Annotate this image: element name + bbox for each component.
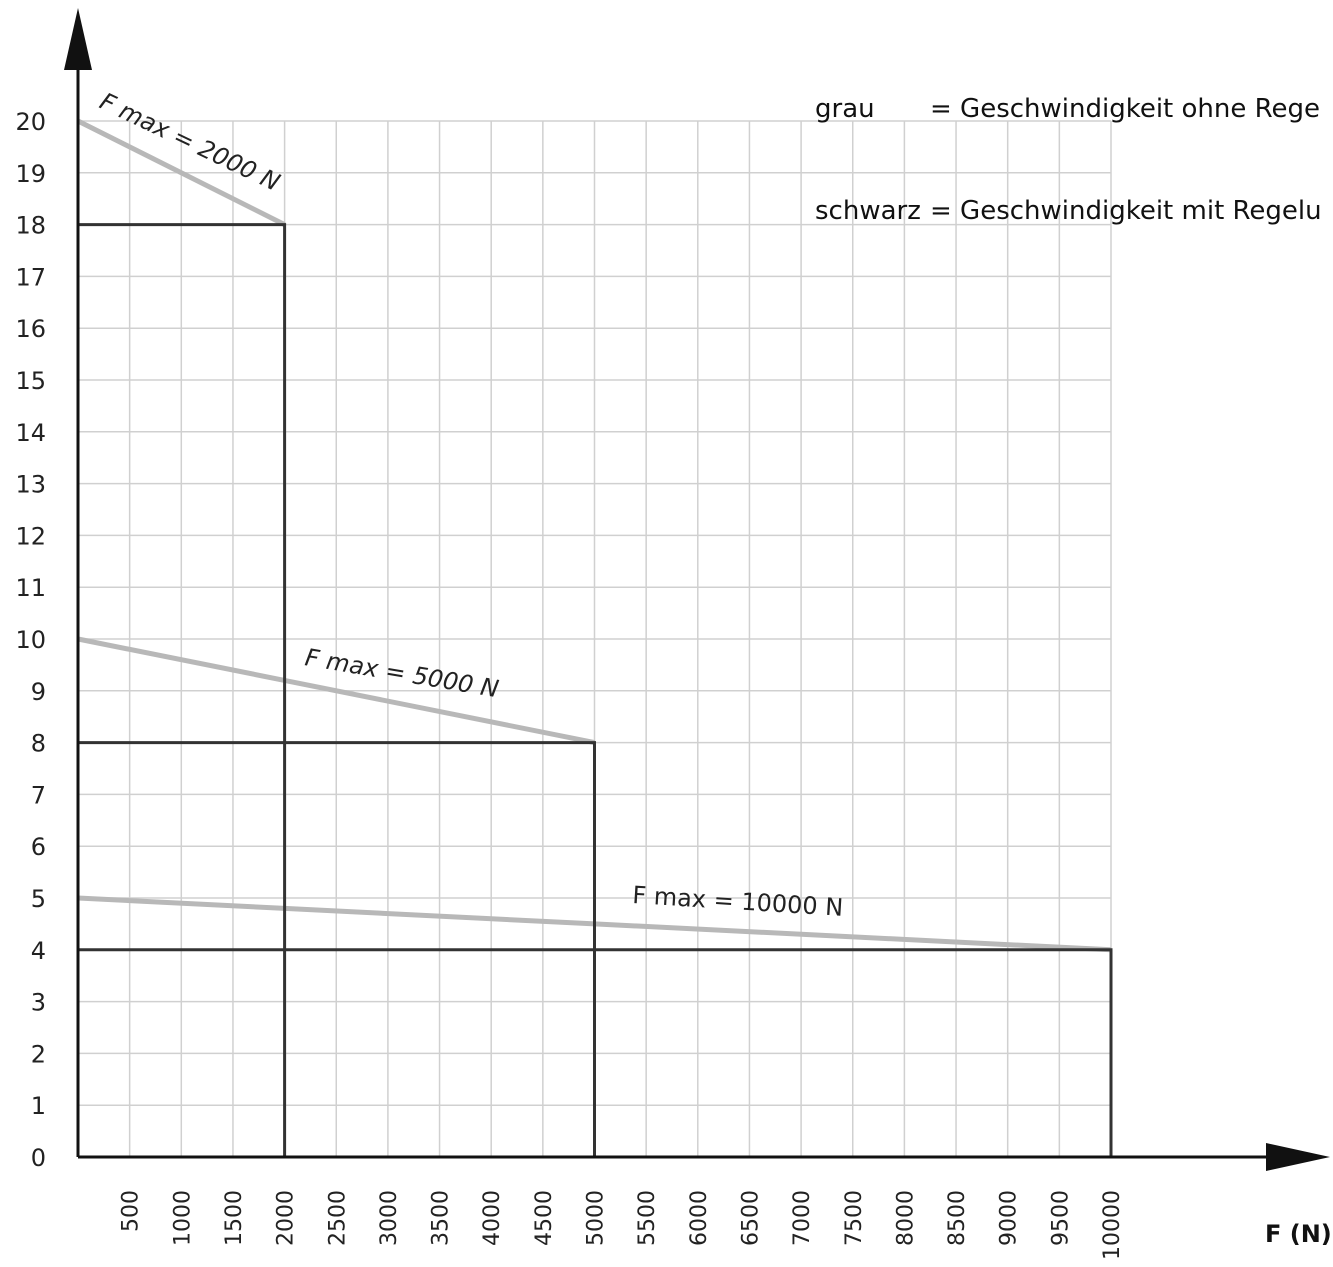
grey-series-line [76, 118, 286, 227]
y-tick-label: 10 [15, 626, 46, 654]
y-tick-label: 17 [15, 263, 46, 291]
x-tick-label: 5500 [635, 1190, 660, 1246]
y-tick-label: 0 [31, 1144, 46, 1172]
x-tick-label: 9000 [997, 1190, 1022, 1246]
y-tick-label: 19 [15, 160, 46, 188]
legend-black-text: = Geschwindigkeit mit Regelu [930, 196, 1322, 226]
x-tick-label: 5000 [584, 1190, 609, 1246]
y-tick-label: 7 [31, 781, 46, 809]
grid [78, 120, 1112, 1157]
x-tick-label: 9500 [1048, 1190, 1073, 1246]
x-tick-label: 4000 [480, 1190, 505, 1246]
y-tick-label: 9 [31, 678, 46, 706]
y-tick-label: 20 [15, 108, 46, 136]
y-tick-label: 2 [31, 1040, 46, 1068]
x-tick-label: 4500 [532, 1190, 557, 1246]
x-tick-label: 6500 [738, 1190, 763, 1246]
y-tick-label: 8 [31, 730, 46, 758]
y-tick-label: 1 [31, 1092, 46, 1120]
x-tick-label: 1500 [222, 1190, 247, 1246]
grey-series-line [77, 895, 1112, 953]
black-series-line [78, 948, 1113, 1157]
x-tick-label: 6000 [687, 1190, 712, 1246]
y-tick-label: 14 [15, 419, 46, 447]
legend-black-key: schwarz [815, 196, 921, 226]
legend-grey-text: = Geschwindigkeit ohne Rege [930, 94, 1321, 124]
y-tick-label: 18 [15, 212, 46, 240]
curve-labels: F max = 2000 NF max = 5000 NF max = 1000… [95, 87, 844, 922]
y-tick-label: 13 [15, 471, 46, 499]
y-axis-arrow [64, 8, 92, 70]
x-tick-label: 2000 [274, 1190, 299, 1246]
y-tick-label: 4 [31, 937, 46, 965]
x-tick-label: 500 [119, 1190, 144, 1232]
x-axis-label: F (N) [1265, 1220, 1332, 1248]
series-lines [76, 118, 1113, 1157]
y-tick-label: 15 [15, 367, 46, 395]
y-tick-label: 11 [15, 574, 46, 602]
x-tick-label: 7000 [790, 1190, 815, 1246]
legend-row-grey: grau = Geschwindigkeit ohne Rege [815, 92, 1322, 126]
x-tick-labels: 500 1000 1500 2000 2500 3000 3500 4000 4500 5000 5… [119, 1190, 1125, 1260]
y-tick-label: 6 [31, 833, 46, 861]
y-tick-label: 12 [15, 522, 46, 550]
x-tick-label: 1000 [170, 1190, 195, 1246]
y-tick-label: 16 [15, 315, 46, 343]
y-tick-label: 3 [31, 989, 46, 1017]
x-tick-label: 3000 [377, 1190, 402, 1246]
legend-grey-key: grau [815, 94, 875, 124]
x-tick-label: 8000 [893, 1190, 918, 1246]
legend: grau = Geschwindigkeit ohne Rege schwarz =… [815, 24, 1322, 262]
black-series-line [78, 223, 287, 1157]
x-tick-label: 7500 [842, 1190, 867, 1246]
x-tick-label: 10000 [1100, 1190, 1125, 1260]
x-tick-label: 2500 [325, 1190, 350, 1246]
black-series-line [78, 741, 596, 1157]
x-tick-label: 8500 [945, 1190, 970, 1246]
legend-row-black: schwarz = Geschwindigkeit mit Regelu [815, 194, 1322, 228]
curve-label: F max = 5000 N [303, 643, 501, 703]
y-tick-label: 5 [31, 885, 46, 913]
curve-label: F max = 10000 N [632, 881, 844, 922]
x-tick-label: 3500 [429, 1190, 454, 1246]
axes [64, 8, 1330, 1171]
x-axis-arrow [1266, 1143, 1330, 1171]
